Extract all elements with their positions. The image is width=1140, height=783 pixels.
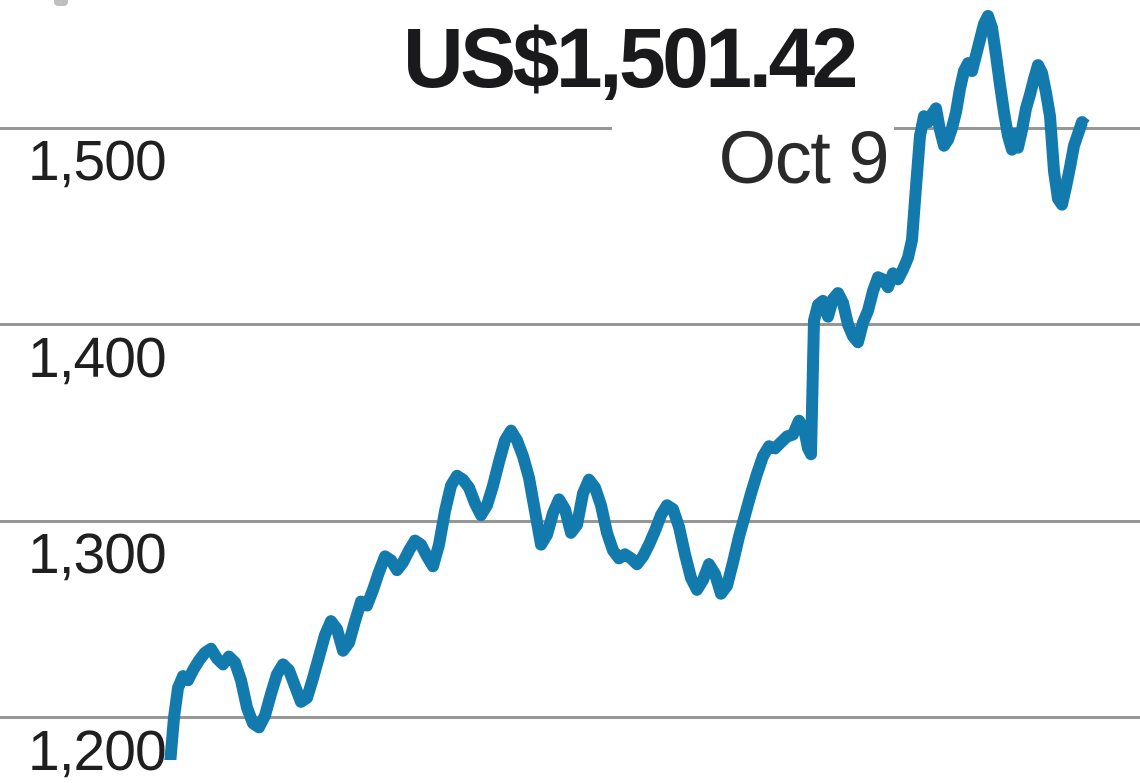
- y-axis-label-1500: 1,500: [28, 129, 167, 193]
- cropped-text-artifact: [54, 0, 68, 6]
- gridline-1200: [0, 716, 1140, 719]
- date-annotation: Oct 9: [718, 116, 890, 199]
- price-line: [164, 10, 1090, 760]
- gridline-1400: [0, 323, 1140, 326]
- y-axis-label-1300: 1,300: [28, 522, 167, 586]
- price-title: US$1,501.42: [403, 11, 858, 105]
- y-axis-label-1400: 1,400: [28, 325, 167, 390]
- gridline-1500: [0, 126, 612, 130]
- price-line-plot: [164, 10, 1090, 760]
